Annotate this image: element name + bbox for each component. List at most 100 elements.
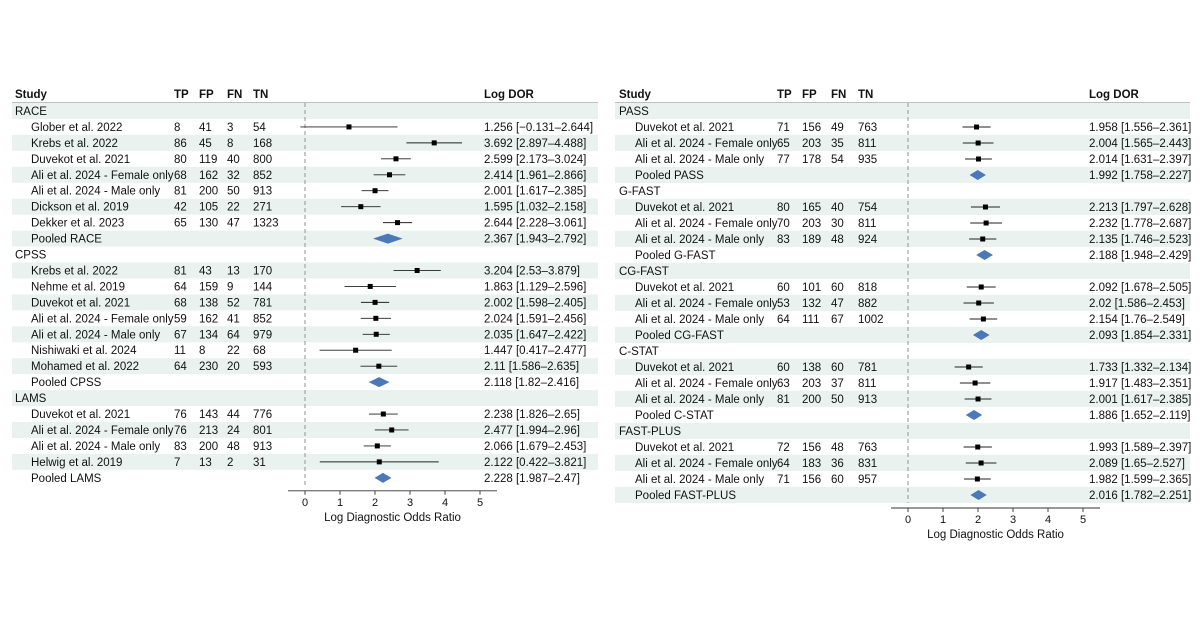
row-stripe: [615, 455, 1190, 471]
pooled-label: Pooled PASS: [635, 170, 704, 182]
x-tick-label: 4: [1045, 514, 1051, 526]
tp-value: 64: [174, 281, 187, 293]
tn-value: 957: [858, 474, 877, 486]
study-label: Ali et al. 2024 - Male only: [635, 154, 764, 166]
fn-value: 48: [831, 442, 844, 454]
row-stripe: [615, 103, 1190, 119]
tp-value: 71: [777, 122, 790, 134]
tn-value: 800: [253, 154, 272, 166]
tp-value: 80: [174, 154, 187, 166]
fp-value: 156: [802, 122, 821, 134]
column-header-fp: FP: [199, 89, 214, 101]
x-tick-label: 3: [407, 497, 413, 509]
fp-value: 159: [199, 281, 218, 293]
log-dor-text: 2.002 [1.598–2.405]: [484, 297, 586, 309]
tp-value: 83: [174, 441, 187, 453]
column-header-fn: FN: [227, 89, 242, 101]
row-stripe: [12, 358, 598, 375]
tp-value: 65: [174, 218, 187, 230]
fp-value: 189: [802, 234, 821, 246]
tp-value: 70: [777, 218, 790, 230]
point-estimate-marker: [974, 124, 980, 130]
tp-value: 71: [777, 474, 790, 486]
fp-value: 162: [199, 313, 218, 325]
column-header-study: Study: [15, 89, 48, 101]
tn-value: 593: [253, 361, 272, 373]
column-header-log-dor: Log DOR: [1089, 89, 1140, 101]
log-dor-text: 2.238 [1.826–2.65]: [484, 409, 580, 421]
column-header-tp: TP: [174, 89, 189, 101]
fn-value: 37: [831, 378, 844, 390]
point-estimate-marker: [346, 124, 352, 130]
study-label: Duvekot et al. 2021: [635, 202, 734, 214]
row-stripe: [615, 231, 1190, 247]
tp-value: 42: [174, 202, 187, 214]
fp-value: 134: [199, 329, 219, 341]
study-label: Ali et al. 2024 - Female only: [31, 313, 174, 325]
fn-value: 9: [227, 281, 233, 293]
pooled-label: Pooled LAMS: [31, 473, 102, 485]
tp-value: 72: [777, 442, 790, 454]
fn-value: 48: [227, 441, 240, 453]
fp-value: 8: [199, 345, 205, 357]
fp-value: 200: [802, 394, 821, 406]
row-stripe: [12, 134, 598, 151]
column-header-log-dor: Log DOR: [484, 89, 535, 101]
fp-value: 162: [199, 170, 218, 182]
tp-value: 68: [174, 297, 187, 309]
point-estimate-marker: [975, 444, 981, 450]
pooled-estimate-diamond: [373, 233, 403, 244]
tn-value: 1323: [253, 218, 279, 230]
tp-value: 81: [174, 186, 187, 198]
log-dor-text: 2.001 [1.617–2.385]: [484, 186, 586, 198]
fp-value: 138: [199, 297, 218, 309]
tp-value: 81: [174, 265, 187, 277]
tn-value: 754: [858, 202, 878, 214]
tn-value: 763: [858, 442, 877, 454]
fn-value: 47: [831, 298, 844, 310]
fp-value: 213: [199, 425, 218, 437]
tn-value: 818: [858, 282, 877, 294]
log-dor-text: 1.863 [1.129–2.596]: [484, 281, 586, 293]
study-label: Ali et al. 2024 - Male only: [31, 329, 160, 341]
row-stripe: [12, 198, 598, 215]
fn-value: 24: [227, 425, 240, 437]
log-dor-text: 3.204 [2.53–3.879]: [484, 265, 580, 277]
log-dor-text: 1.886 [1.652–2.119]: [1089, 410, 1190, 422]
tn-value: 935: [858, 154, 877, 166]
point-estimate-marker: [380, 411, 386, 417]
tn-value: 763: [858, 122, 877, 134]
x-tick-label: 2: [372, 497, 378, 509]
x-tick-label: 1: [337, 497, 343, 509]
x-tick-label: 4: [442, 497, 448, 509]
fn-value: 44: [227, 409, 240, 421]
log-dor-text: 2.154 [1.76–2.549]: [1089, 314, 1185, 326]
log-dor-text: 2.477 [1.994–2.96]: [484, 425, 580, 437]
tn-value: 801: [253, 425, 272, 437]
group-label: CG-FAST: [619, 266, 669, 278]
tp-value: 63: [777, 378, 790, 390]
point-estimate-marker: [367, 283, 373, 289]
tn-value: 1002: [858, 314, 884, 326]
log-dor-text: 2.02 [1.586–2.453]: [1089, 298, 1185, 310]
fp-value: 230: [199, 361, 218, 373]
log-dor-text: 2.093 [1.854–2.331]: [1089, 330, 1191, 342]
log-dor-text: 2.644 [2.228–3.061]: [484, 218, 586, 230]
tp-value: 86: [174, 138, 187, 150]
fn-value: 64: [227, 329, 240, 341]
tp-value: 81: [777, 394, 790, 406]
point-estimate-marker: [376, 363, 382, 369]
point-estimate-marker: [975, 140, 981, 146]
pooled-label: Pooled RACE: [31, 234, 102, 246]
fp-value: 156: [802, 442, 821, 454]
tp-value: 60: [777, 362, 790, 374]
tp-value: 64: [777, 458, 790, 470]
tn-value: 31: [253, 457, 266, 469]
tn-value: 852: [253, 313, 272, 325]
row-stripe: [615, 135, 1190, 151]
row-stripe: [615, 487, 1190, 503]
fn-value: 54: [831, 154, 844, 166]
tp-value: 64: [777, 314, 790, 326]
row-stripe: [615, 359, 1190, 375]
log-dor-text: 2.135 [1.746–2.523]: [1089, 234, 1191, 246]
